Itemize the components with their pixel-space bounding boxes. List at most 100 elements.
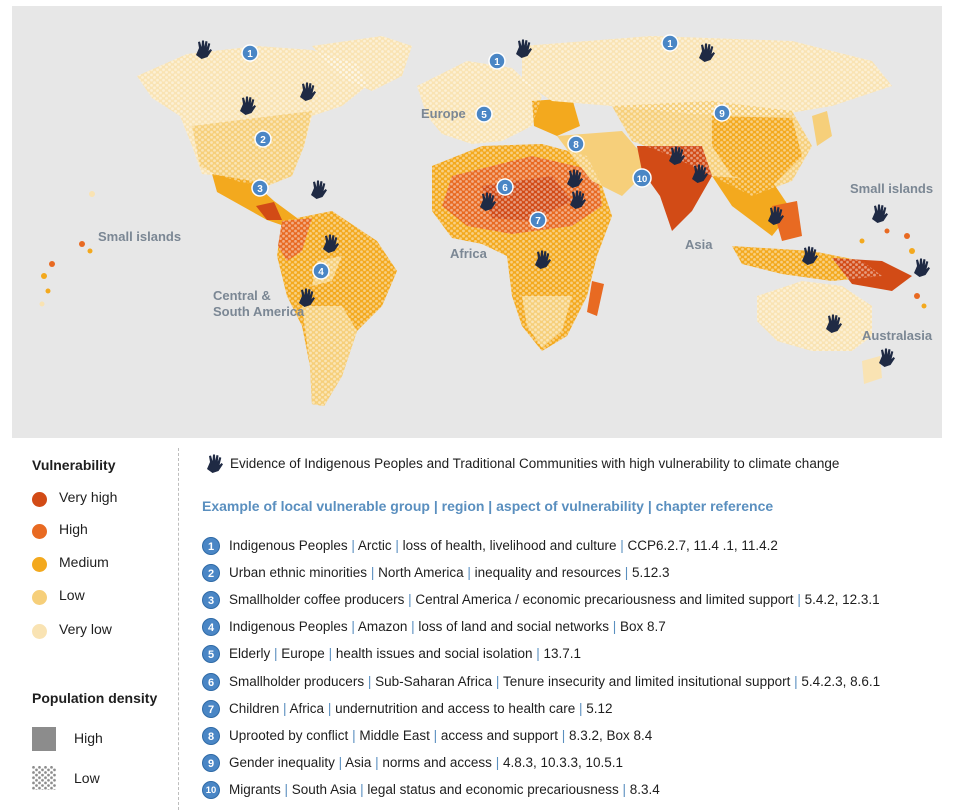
separator: | bbox=[280, 781, 292, 797]
examples-header: Example of local vulnerable group | regi… bbox=[202, 498, 774, 514]
density-high-label: High bbox=[74, 730, 103, 746]
example-group: Children bbox=[229, 700, 280, 716]
marker-2: 2 bbox=[254, 130, 272, 148]
separator: | bbox=[364, 673, 376, 689]
vulnerability-label: Low bbox=[59, 587, 85, 603]
legend-vulnerability-density: Vulnerability Very high High Medium Low … bbox=[0, 440, 175, 812]
marker-1-north-america: 1 bbox=[241, 44, 259, 62]
label-africa: Africa bbox=[450, 246, 487, 261]
svg-text:8: 8 bbox=[573, 140, 579, 151]
example-ref: 5.12.3 bbox=[631, 565, 670, 581]
example-group: Urban ethnic minorities bbox=[229, 565, 368, 581]
example-region: South Asia bbox=[291, 781, 357, 797]
marker-1-siberia: 1 bbox=[661, 34, 679, 52]
marker-1-europe: 1 bbox=[488, 52, 506, 70]
example-number-badge: 1 bbox=[202, 537, 220, 555]
example-text: Migrants | South Asia | legal status and… bbox=[229, 782, 660, 797]
example-region: Arctic bbox=[357, 538, 392, 553]
separator: | bbox=[348, 727, 360, 743]
example-number-badge: 10 bbox=[202, 780, 220, 799]
svg-text:9: 9 bbox=[719, 109, 725, 120]
vulnerability-label: High bbox=[59, 521, 88, 537]
example-region: North America bbox=[378, 565, 464, 581]
example-aspect: legal status and economic precariousness bbox=[367, 781, 619, 797]
example-text: Elderly | Europe | health issues and soc… bbox=[229, 646, 581, 661]
example-row: 3 Smallholder coffee producers | Central … bbox=[202, 591, 942, 611]
very-high-swatch bbox=[32, 492, 47, 507]
density-low-swatch bbox=[32, 766, 56, 790]
svg-text:3: 3 bbox=[257, 184, 263, 195]
example-number-badge: 8 bbox=[202, 726, 220, 745]
example-region: Africa bbox=[289, 700, 325, 716]
separator: | bbox=[618, 781, 630, 797]
example-text: Gender inequality | Asia | norms and acc… bbox=[229, 755, 623, 770]
svg-text:6: 6 bbox=[502, 183, 508, 194]
example-region: Middle East bbox=[359, 727, 430, 743]
example-row: 6 Smallholder producers | Sub-Saharan Afr… bbox=[202, 672, 942, 693]
vulnerability-title: Vulnerability bbox=[32, 457, 116, 473]
separator: | bbox=[270, 646, 282, 662]
legend-divider bbox=[178, 448, 179, 810]
world-map: 1 1 1 2 3 4 5 6 7 8 9 10 bbox=[39, 34, 930, 406]
example-number-badge: 2 bbox=[202, 564, 220, 583]
example-ref: 8.3.2, Box 8.4 bbox=[568, 727, 653, 743]
separator: | bbox=[407, 619, 419, 635]
very-low-swatch bbox=[32, 624, 47, 639]
example-text: Urban ethnic minorities | North America … bbox=[229, 565, 670, 580]
example-aspect: undernutrition and access to health care bbox=[335, 700, 576, 716]
svg-text:2: 2 bbox=[260, 135, 266, 146]
svg-text:1: 1 bbox=[494, 57, 500, 68]
label-small-islands-east: Small islands bbox=[850, 181, 934, 196]
example-region: Amazon bbox=[357, 619, 408, 635]
example-text: Uprooted by conflict | Middle East | acc… bbox=[229, 728, 652, 743]
example-aspect: loss of land and social networks bbox=[418, 619, 610, 635]
marker-9: 9 bbox=[713, 104, 731, 122]
example-ref: 5.4.2.3, 8.6.1 bbox=[801, 673, 881, 689]
hand-icon bbox=[207, 454, 223, 473]
population-density-title: Population density bbox=[32, 690, 158, 706]
separator: | bbox=[367, 565, 379, 581]
label-asia: Asia bbox=[685, 237, 713, 252]
example-number-badge: 7 bbox=[202, 699, 220, 718]
numbered-markers: 1 1 1 2 3 4 5 6 7 8 9 10 bbox=[241, 34, 731, 280]
example-text: Smallholder producers | Sub-Saharan Afri… bbox=[229, 674, 880, 689]
example-region: Asia bbox=[345, 754, 372, 770]
separator: | bbox=[575, 700, 587, 716]
density-high-swatch bbox=[32, 727, 56, 751]
separator: | bbox=[463, 565, 475, 581]
hand-icon bbox=[914, 258, 930, 277]
separator: | bbox=[492, 673, 503, 689]
vulnerability-label: Medium bbox=[59, 554, 109, 570]
example-row: 10 Migrants | South Asia | legal status a… bbox=[202, 780, 942, 801]
example-region: Central America / economic precariousnes… bbox=[415, 592, 794, 608]
separator: | bbox=[324, 700, 336, 716]
svg-text:7: 7 bbox=[535, 216, 541, 227]
vulnerability-label: Very high bbox=[59, 489, 118, 505]
example-row: 1 Indigenous Peoples | Arctic | loss of h… bbox=[202, 537, 942, 557]
marker-7: 7 bbox=[529, 211, 547, 229]
example-ref: 13.7.1 bbox=[543, 646, 582, 662]
separator: | bbox=[404, 592, 416, 608]
separator: | bbox=[279, 700, 290, 716]
hand-icon bbox=[879, 348, 895, 367]
example-aspect: Tenure insecurity and limited insitution… bbox=[502, 673, 791, 689]
label-small-islands-west: Small islands bbox=[98, 229, 182, 244]
hand-icon bbox=[872, 204, 888, 223]
marker-3: 3 bbox=[251, 179, 269, 197]
example-region: Sub-Saharan Africa bbox=[375, 673, 493, 689]
example-row: 5 Elderly | Europe | health issues and so… bbox=[202, 645, 942, 665]
label-central-south-america-1: Central & bbox=[213, 288, 271, 303]
label-central-south-america-2: South America bbox=[213, 304, 305, 319]
example-region: Europe bbox=[281, 646, 325, 662]
separator: | bbox=[790, 673, 802, 689]
separator: | bbox=[347, 538, 358, 553]
density-low-label: Low bbox=[74, 770, 100, 786]
example-group: Uprooted by conflict bbox=[229, 727, 349, 743]
example-group: Indigenous Peoples bbox=[229, 538, 348, 553]
example-ref: 8.3.4 bbox=[629, 781, 660, 797]
separator: | bbox=[391, 538, 403, 553]
low-swatch bbox=[32, 590, 47, 605]
separator: | bbox=[491, 754, 503, 770]
example-row: 7 Children | Africa | undernutrition and … bbox=[202, 699, 942, 720]
